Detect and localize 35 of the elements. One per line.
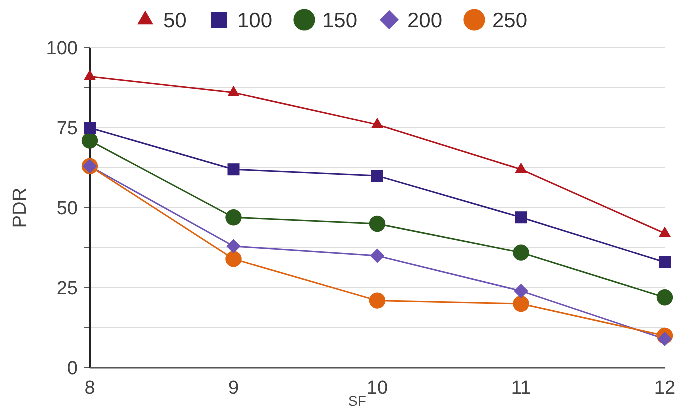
x-tick-label: 11 (511, 378, 532, 399)
point (514, 284, 528, 298)
y-axis-title: PDR (10, 188, 31, 228)
x-axis-title: SF (348, 393, 366, 408)
point (515, 212, 528, 224)
legend-label: 250 (492, 9, 528, 32)
point (369, 216, 386, 232)
point (226, 239, 241, 254)
legend-label: 100 (238, 9, 273, 32)
point (228, 164, 240, 176)
y-tick-label: 0 (67, 358, 78, 380)
point (658, 332, 672, 346)
point (515, 162, 528, 174)
legend-label: 150 (322, 9, 358, 32)
legend-label: 50 (164, 9, 187, 32)
point (226, 210, 242, 226)
point (84, 122, 96, 134)
x-tick-label: 9 (228, 378, 240, 399)
legend-label: 200 (408, 9, 443, 32)
y-tick-label: 25 (56, 278, 78, 300)
y-tick-label: 50 (56, 198, 78, 220)
x-tick-label: 10 (366, 378, 388, 399)
point (513, 244, 530, 261)
point (369, 292, 386, 309)
x-tick-label: 12 (654, 378, 676, 399)
y-tick-label: 75 (56, 118, 78, 140)
point (226, 251, 242, 268)
point (372, 170, 384, 182)
point (82, 132, 98, 149)
point (513, 296, 530, 312)
point (370, 248, 385, 264)
point (656, 290, 674, 306)
y-tick-label: 100 (46, 38, 78, 60)
x-tick-label: 8 (84, 378, 96, 399)
point (659, 256, 671, 268)
